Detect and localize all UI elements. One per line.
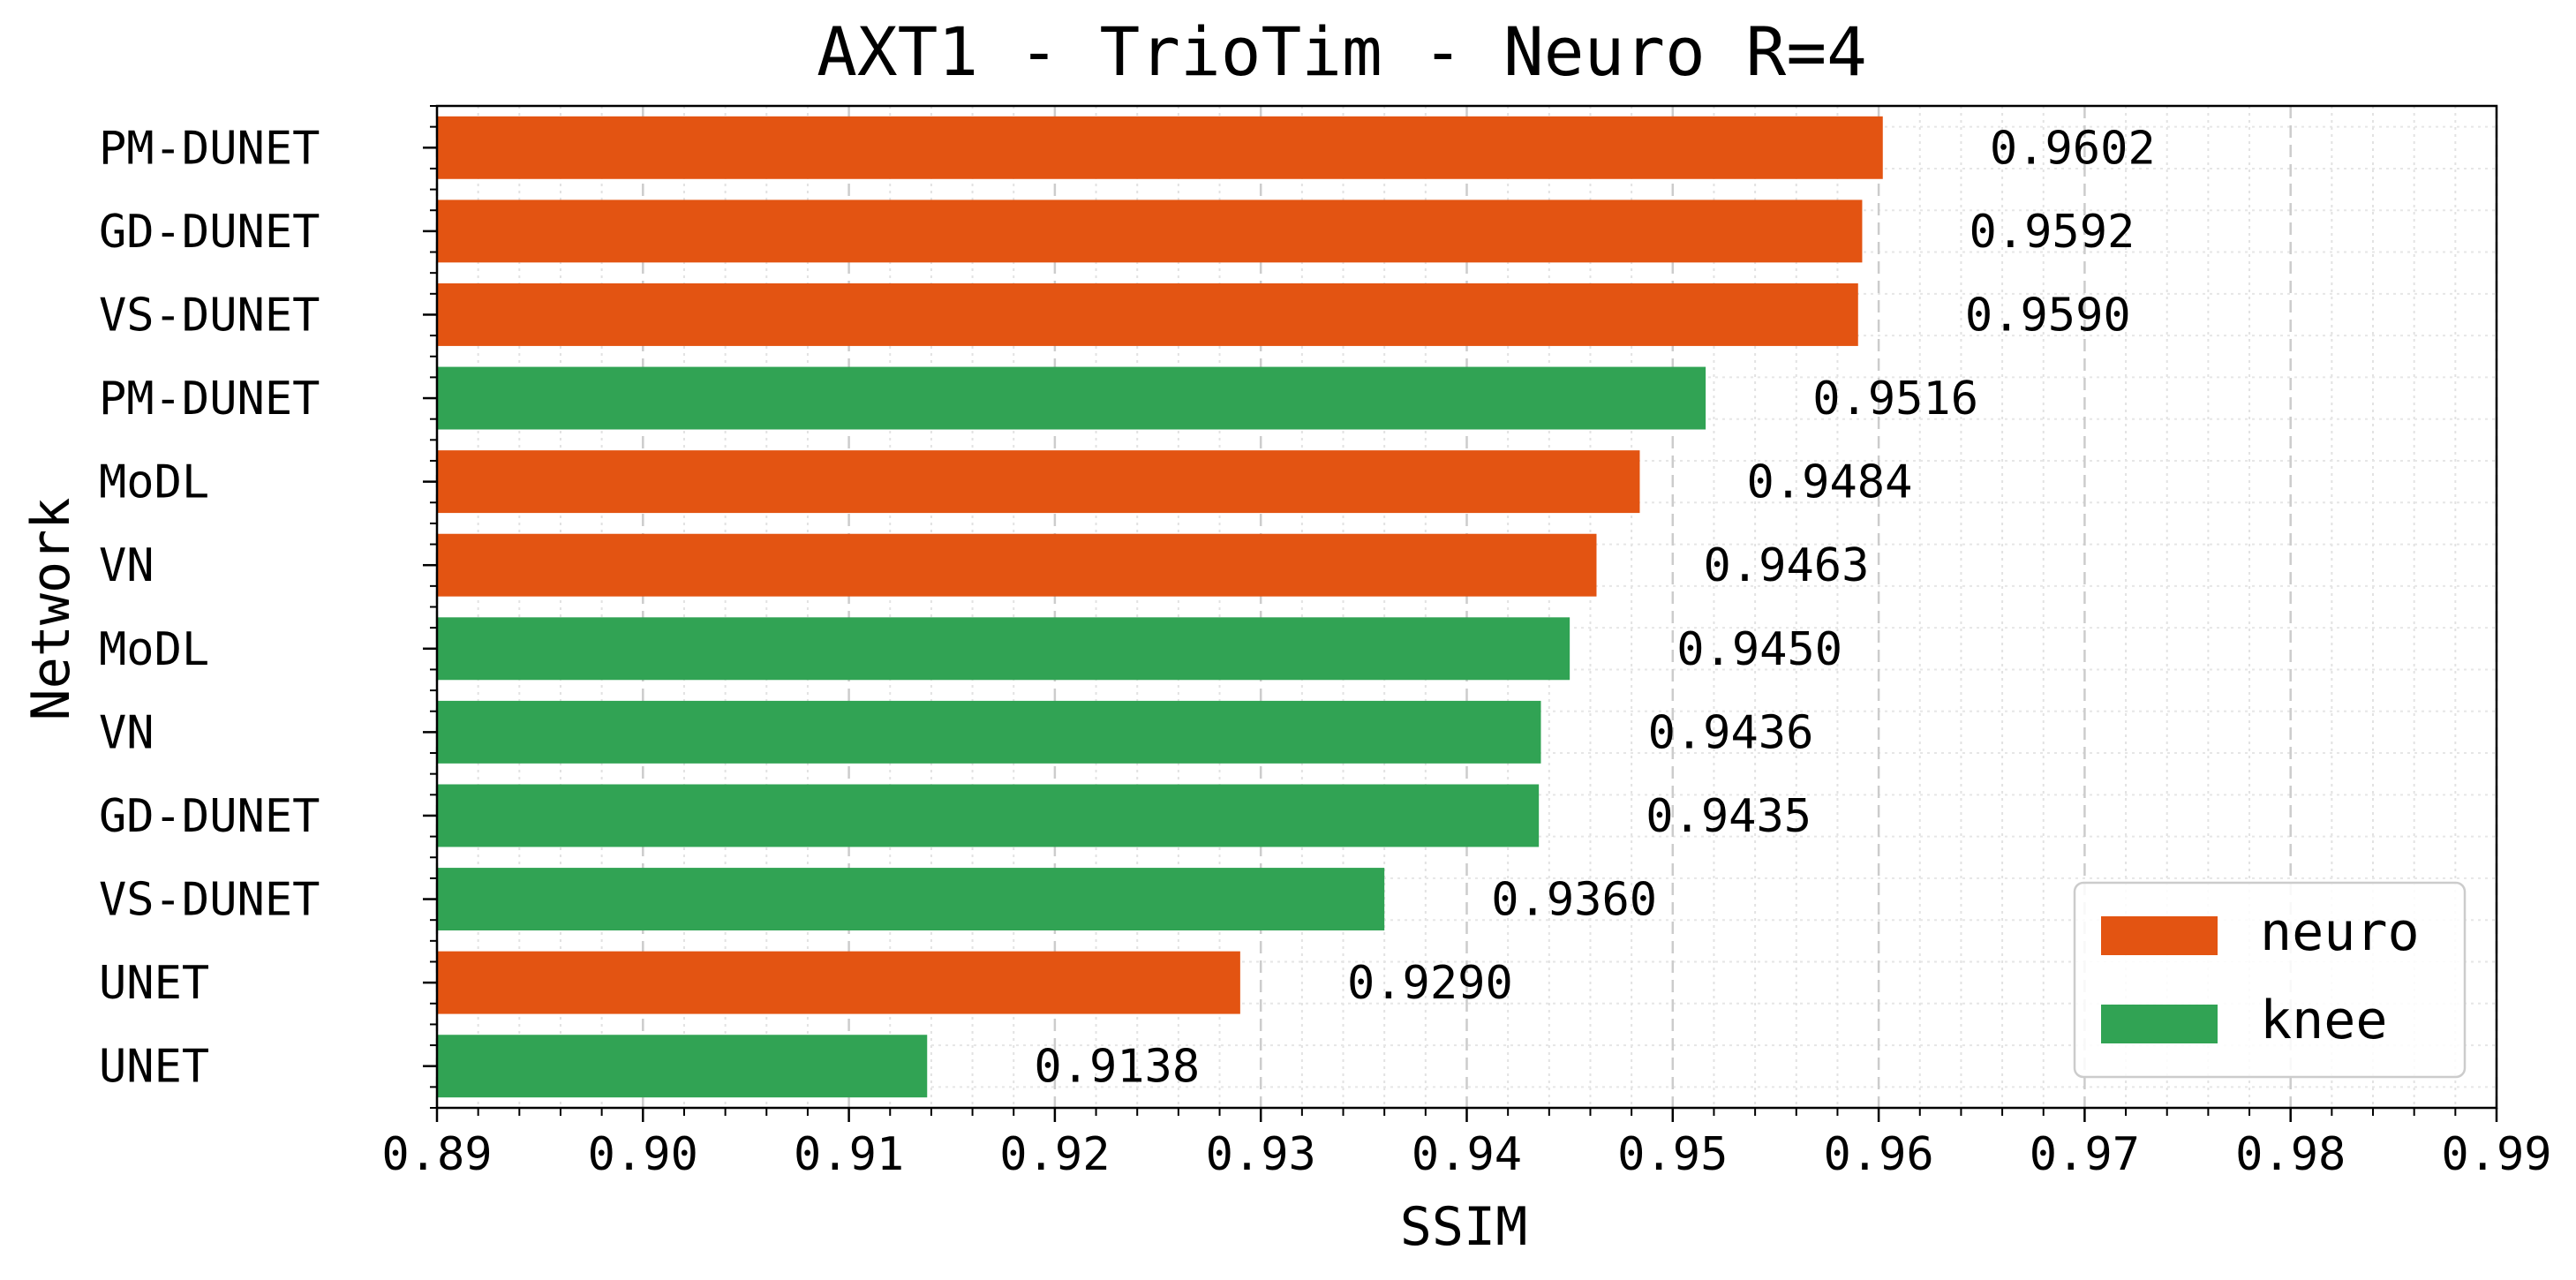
y-tick-label: VN xyxy=(99,539,154,592)
x-tick-label: 0.96 xyxy=(1823,1128,1933,1181)
y-tick-label: PM-DUNET xyxy=(99,122,320,175)
bar-value-label: 0.9360 xyxy=(1491,874,1657,927)
bar-neuro xyxy=(437,282,1858,346)
chart-title: AXT1 - TrioTim - Neuro R=4 xyxy=(817,12,1867,91)
bar-value-label: 0.9450 xyxy=(1676,623,1842,676)
x-tick-label: 0.89 xyxy=(381,1128,492,1181)
legend-swatch-knee xyxy=(2101,1005,2218,1043)
bar-knee xyxy=(437,700,1541,764)
legend-swatch-neuro xyxy=(2101,916,2218,955)
bar-neuro xyxy=(437,450,1640,514)
y-tick-label: GD-DUNET xyxy=(99,790,320,843)
bar-value-label: 0.9290 xyxy=(1347,957,1513,1010)
y-tick-label: MoDL xyxy=(99,456,209,509)
bar-value-label: 0.9592 xyxy=(1970,206,2135,259)
x-tick-label: 0.97 xyxy=(2030,1128,2140,1181)
y-tick-label: VS-DUNET xyxy=(99,874,320,927)
legend-label-neuro: neuro xyxy=(2260,901,2420,963)
y-tick-label: VS-DUNET xyxy=(99,289,320,342)
y-tick-label: VN xyxy=(99,706,154,759)
bar-knee xyxy=(437,617,1570,681)
bar-value-label: 0.9463 xyxy=(1704,539,1870,592)
bar-value-label: 0.9484 xyxy=(1747,456,1913,509)
bar-neuro xyxy=(437,200,1863,263)
y-tick-label: MoDL xyxy=(99,623,209,676)
bar-value-label: 0.9435 xyxy=(1646,790,1811,843)
bar-neuro xyxy=(437,116,1883,179)
bars-layer: 0.9602 0.9592 0.9590 0.9516 0.9484 0.9463 0.94… xyxy=(437,116,2156,1098)
bar-neuro xyxy=(437,533,1597,597)
x-tick-label: 0.99 xyxy=(2441,1128,2551,1181)
x-tick-label: 0.95 xyxy=(1617,1128,1728,1181)
bar-knee xyxy=(437,784,1540,847)
bar-neuro xyxy=(437,951,1240,1014)
x-tick-label: 0.94 xyxy=(1412,1128,1522,1181)
x-tick-label: 0.91 xyxy=(794,1128,904,1181)
x-tick-label: 0.92 xyxy=(999,1128,1110,1181)
y-tick-label: PM-DUNET xyxy=(99,373,320,425)
x-tick-label: 0.93 xyxy=(1206,1128,1316,1181)
bar-value-label: 0.9436 xyxy=(1648,706,1814,759)
axes-layer: 0.89 0.90 0.91 0.92 0.93 0.94 0.95 0.96 0.97 0.98… xyxy=(99,105,2552,1181)
y-axis-label: Network xyxy=(20,498,82,721)
bar-knee xyxy=(437,868,1385,931)
x-tick-label: 0.98 xyxy=(2235,1128,2346,1181)
y-tick-label: UNET xyxy=(99,1041,209,1094)
bar-value-label: 0.9138 xyxy=(1034,1041,1200,1094)
bar-value-label: 0.9590 xyxy=(1965,289,2131,342)
bar-knee xyxy=(437,366,1706,430)
y-tick-label: UNET xyxy=(99,957,209,1010)
y-tick-label: GD-DUNET xyxy=(99,206,320,259)
bar-knee xyxy=(437,1035,928,1098)
x-tick-label: 0.90 xyxy=(588,1128,698,1181)
bar-value-label: 0.9516 xyxy=(1812,373,1978,425)
legend: neuro knee xyxy=(2073,881,2467,1079)
bar-value-label: 0.9602 xyxy=(1990,122,2156,175)
x-axis-label: SSIM xyxy=(1400,1196,1528,1258)
legend-label-knee: knee xyxy=(2260,990,2388,1051)
